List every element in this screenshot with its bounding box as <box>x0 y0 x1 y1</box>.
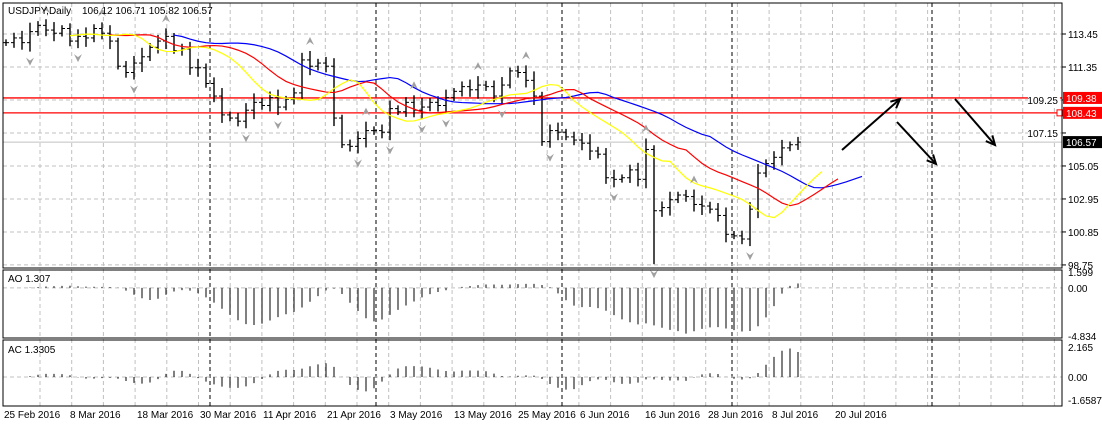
fractal-down-icon <box>498 110 506 119</box>
ao-panel <box>29 283 799 334</box>
price-tick-label: 98.75 <box>1068 261 1093 272</box>
fractal-down-icon <box>610 193 618 202</box>
arrow-line <box>841 98 901 151</box>
fractal-up-icon <box>162 14 170 23</box>
panel-frame <box>2 2 1063 269</box>
ac-tick-label: 0.00 <box>1068 373 1088 384</box>
fractal-down-icon <box>242 134 250 143</box>
ac-tick-label: 2.165 <box>1068 343 1093 354</box>
arrow-line <box>896 121 937 165</box>
date-tick-label: 20 Jul 2016 <box>835 410 887 421</box>
fractal-up-icon <box>642 124 650 133</box>
date-tick-label: 13 May 2016 <box>454 410 512 421</box>
alligator-lips-line <box>69 33 823 219</box>
panel-frame <box>2 269 1063 339</box>
date-tick-label: 3 May 2016 <box>390 410 443 421</box>
ac-panel <box>29 348 799 392</box>
fractal-up-icon <box>306 36 314 45</box>
price-tick-label: 102.95 <box>1068 195 1099 206</box>
price-tick-label: 105.05 <box>1068 162 1099 173</box>
current-price-bg <box>1063 136 1102 149</box>
date-tick-label: 30 Mar 2016 <box>200 410 257 421</box>
date-tick-label: 21 Apr 2016 <box>327 410 381 421</box>
date-tick-label: 8 Jul 2016 <box>772 410 819 421</box>
panel-frame <box>2 339 1063 407</box>
fractal-up-icon <box>410 81 418 90</box>
fractal-up-icon <box>474 62 482 71</box>
date-tick-label: 8 Mar 2016 <box>70 410 121 421</box>
fractal-down-icon <box>274 121 282 130</box>
fractal-up-icon <box>522 51 530 60</box>
fractal-down-icon <box>418 125 426 134</box>
date-tick-label: 28 Jun 2016 <box>708 410 763 421</box>
date-tick-label: 16 Jun 2016 <box>645 410 700 421</box>
arrow-head-icon <box>890 97 902 109</box>
tick-label-bg <box>1028 126 1060 139</box>
ac-label: AC 1.3305 <box>8 345 56 356</box>
price-tick-label: 111.35 <box>1068 63 1098 74</box>
fractal-up-icon <box>362 107 370 116</box>
price-tick-label: 100.85 <box>1068 228 1099 239</box>
fractal-up-icon <box>42 5 50 14</box>
date-tick-label: 25 May 2016 <box>518 410 576 421</box>
fractal-up-icon <box>690 175 698 184</box>
ao-tick-label: -4.834 <box>1068 332 1097 343</box>
ac-tick-label: -1.6587 <box>1068 396 1102 407</box>
fractal-down-icon <box>354 159 362 168</box>
arrow-line <box>954 98 996 146</box>
hline-price-label: 109.38 <box>1066 94 1097 105</box>
date-tick-label: 25 Feb 2016 <box>4 410 61 421</box>
ohlc-readout: 106.12 106.71 105.82 106.57 <box>82 6 213 17</box>
fractal-down-icon <box>650 270 658 279</box>
price-tick-label: 109.25 <box>1027 96 1058 107</box>
hline-price-label: 108.43 <box>1066 109 1097 120</box>
price-tick-label: 113.45 <box>1068 30 1098 41</box>
fractal-down-icon <box>130 85 138 94</box>
fractal-down-icon <box>442 119 450 128</box>
ao-label: AO 1.307 <box>8 274 51 285</box>
fractal-down-icon <box>546 153 554 162</box>
date-tick-label: 11 Apr 2016 <box>263 410 317 421</box>
price-tick-label: 107.15 <box>1027 129 1058 140</box>
current-price-label: 106.57 <box>1066 138 1097 149</box>
date-tick-label: 18 Mar 2016 <box>137 410 194 421</box>
alligator-jaw-line <box>173 34 863 189</box>
grid <box>3 3 1062 406</box>
fractal-down-icon <box>74 54 82 63</box>
ao-tick-label: 0.00 <box>1068 284 1088 295</box>
fractal-down-icon <box>746 252 754 261</box>
ao-tick-label: 1.599 <box>1068 268 1093 279</box>
fractal-down-icon <box>386 146 394 155</box>
price-label-bg <box>1063 106 1102 119</box>
chart-title: USDJPY,Daily <box>8 6 71 17</box>
price-panel <box>3 5 1064 279</box>
arrow-head-icon <box>985 135 997 147</box>
alligator-teeth-line <box>109 34 839 207</box>
fractal-down-icon <box>26 57 34 66</box>
price-label-bg <box>1063 91 1102 104</box>
fractal-up-icon <box>98 8 106 17</box>
tick-label-bg <box>1028 93 1060 106</box>
date-tick-label: 6 Jun 2016 <box>580 410 630 421</box>
arrow-head-icon <box>926 154 938 166</box>
